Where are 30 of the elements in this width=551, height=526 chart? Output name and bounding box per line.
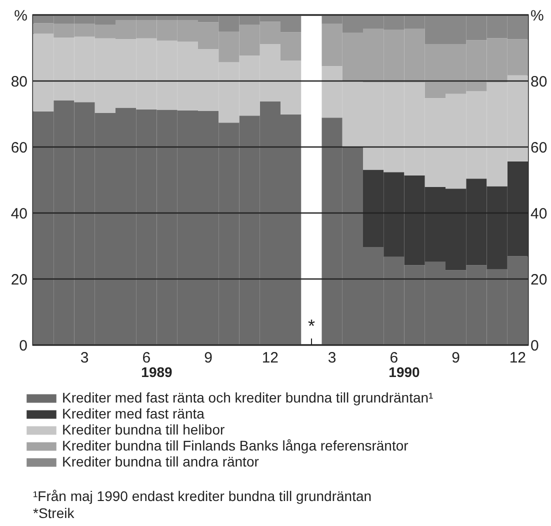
legend-label: Krediter bundna till andra räntor — [62, 454, 260, 470]
annotation: * — [308, 316, 315, 336]
x-tick-label: 6 — [390, 350, 398, 366]
legend-label: Krediter bundna till Finlands Banks långa referensräntor — [62, 438, 409, 454]
x-tick-label: 9 — [452, 350, 460, 366]
y-tick-label: % — [14, 8, 28, 24]
y2-tick-label: 0 — [530, 338, 539, 354]
legend-label: Krediter med fast ränta — [62, 406, 205, 422]
x-tick-label: 12 — [262, 350, 279, 366]
text: 1990 — [388, 364, 420, 380]
text: ¹Från maj 1990 endast krediter bundna till grundräntan — [33, 488, 372, 504]
y-tick-label: 80 — [10, 74, 28, 90]
legend-label: Krediter med fast ränta och krediter bundna till grundräntan¹ — [62, 390, 434, 406]
y2-tick-label: 40 — [530, 206, 548, 222]
y-tick-label: 0 — [19, 338, 28, 354]
x-tick-label: 3 — [328, 350, 336, 366]
y-tick-label: 60 — [10, 140, 28, 156]
text: *Streik — [33, 505, 74, 521]
text: 1989 — [141, 364, 172, 380]
x-tick-label: 3 — [80, 350, 89, 366]
y2-tick-label: % — [530, 8, 544, 24]
x-tick-label: 9 — [204, 350, 212, 366]
legend-label: Krediter bundna till helibor — [62, 422, 225, 438]
y2-tick-label: 80 — [530, 74, 548, 90]
y2-tick-label: 60 — [530, 140, 548, 156]
x-tick-label: 12 — [509, 350, 526, 366]
y2-tick-label: 20 — [530, 272, 548, 288]
y-tick-label: 40 — [10, 206, 28, 222]
y-tick-label: 20 — [10, 272, 28, 288]
x-tick-label: 6 — [142, 350, 151, 366]
